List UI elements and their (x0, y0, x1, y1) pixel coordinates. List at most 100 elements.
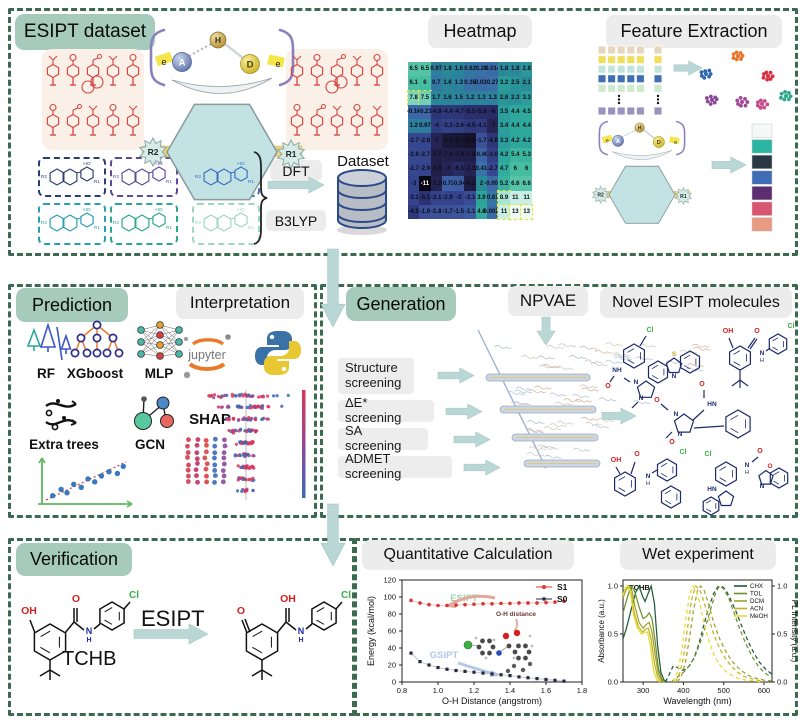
flow-arrow (463, 459, 501, 476)
svg-text:Energy (kcal/mol): Energy (kcal/mol) (366, 596, 376, 666)
svg-text:60: 60 (388, 627, 396, 636)
verification-title: Verification (16, 543, 132, 576)
svg-text:N: N (646, 473, 651, 480)
template-box-2 (110, 157, 178, 197)
scaffold-sketch: HO R2 R1 (41, 207, 100, 232)
template-box-1 (38, 157, 106, 197)
verification-molecule: OH O NH Cl (21, 590, 139, 680)
svg-text:N: N (86, 626, 93, 636)
svg-text:O-H distance: O-H distance (496, 611, 536, 618)
novel-molecules-title: Novel ESIPT molecules (600, 287, 792, 318)
svg-text:Cl: Cl (647, 327, 654, 334)
scaffold-sketch: HO R2 R1 (41, 161, 100, 186)
spectra-chart: 300 400 500 600 0.0 0.0 0.5 0.5 1.0 1.0 Wavelength… (597, 579, 799, 706)
svg-text:N: N (760, 483, 765, 490)
svg-text:e: e (161, 57, 166, 67)
svg-text:O: O (237, 605, 245, 617)
screen-sa: SA screening (338, 423, 428, 453)
svg-text:R2: R2 (195, 174, 201, 180)
svg-text:HO: HO (83, 207, 90, 213)
flow-arrow (711, 156, 747, 174)
svg-text:0: 0 (392, 678, 396, 687)
flow-arrow (437, 367, 475, 384)
svg-text:N: N (634, 379, 639, 386)
section-results (354, 538, 798, 716)
svg-text:R2: R2 (41, 174, 47, 180)
svg-text:O: O (605, 383, 611, 390)
svg-text:H: H (215, 35, 221, 45)
rf-icon (26, 322, 72, 361)
svg-text:HN: HN (707, 401, 717, 408)
svg-text:1.0: 1.0 (608, 582, 618, 591)
svg-text:300: 300 (637, 686, 650, 695)
correlation-heatmap: 6.5 6.5 0.97 1.8 1.6 0.62 0.26 0.014 1.8 1.8 2.8 6.… (407, 62, 534, 221)
svg-text:H: H (760, 358, 764, 364)
svg-text:e: e (674, 140, 677, 146)
svg-text:R2: R2 (113, 174, 119, 180)
model-label-mlp: MLP (144, 366, 174, 381)
svg-text:20: 20 (388, 661, 396, 670)
svg-text:R1: R1 (94, 225, 100, 231)
curly-brace (253, 151, 268, 245)
svg-text:R1: R1 (286, 149, 297, 159)
section-dataset (8, 8, 798, 256)
svg-text:D: D (657, 140, 661, 146)
svg-text:O: O (767, 463, 772, 470)
esipt-core-motif: A H De e R2 R1 (138, 28, 306, 201)
svg-text:R2: R2 (195, 220, 201, 226)
feature-palette (751, 123, 773, 232)
scaffold-sketch: HO R2 R1 (113, 207, 172, 232)
feature-matrix (597, 45, 663, 116)
heatmap-title: Heatmap (428, 15, 532, 48)
svg-text:OH: OH (723, 328, 734, 335)
svg-text:NH: NH (612, 367, 622, 374)
svg-text:TOL: TOL (750, 591, 762, 598)
svg-text:Cl: Cl (680, 449, 687, 456)
svg-text:0.5: 0.5 (608, 630, 618, 639)
svg-text:0.5: 0.5 (777, 630, 787, 639)
svg-text:R2: R2 (41, 220, 47, 226)
feature-extraction-title: Feature Extraction (606, 15, 782, 48)
svg-text:O: O (634, 451, 640, 458)
flow-arrow (267, 176, 325, 194)
svg-text:1.0: 1.0 (777, 582, 787, 591)
svg-text:OH: OH (21, 605, 37, 617)
svg-text:N: N (674, 411, 679, 418)
flow-arrow (133, 623, 209, 645)
generation-funnel (477, 329, 711, 469)
svg-text:O: O (669, 439, 675, 446)
svg-text:R1: R1 (680, 194, 687, 200)
molecule-clusters (699, 50, 793, 110)
wet-experiment-title: Wet experiment (620, 540, 776, 570)
svg-text:S1: S1 (557, 582, 568, 592)
svg-text:1.6: 1.6 (541, 686, 551, 695)
svg-text:R2: R2 (148, 147, 159, 157)
svg-text:1.4: 1.4 (505, 686, 515, 695)
extra-trees-icon (45, 399, 77, 431)
svg-text:1.0: 1.0 (433, 686, 443, 695)
svg-text:1.8: 1.8 (577, 686, 587, 695)
generation-title: Generation (346, 287, 456, 321)
gcn-icon (134, 396, 174, 430)
section-verification (8, 538, 355, 716)
svg-text:A: A (616, 139, 620, 145)
shap-beeswarm (185, 390, 306, 500)
svg-text:1.2: 1.2 (469, 686, 479, 695)
svg-text:O: O (754, 328, 760, 335)
svg-text:R1: R1 (166, 225, 172, 231)
section-generation (320, 284, 798, 518)
flow-arrow (320, 248, 346, 328)
svg-text:HO: HO (83, 161, 90, 167)
svg-text:R1: R1 (94, 179, 100, 185)
svg-text:OH: OH (611, 457, 622, 464)
svg-text:500: 500 (717, 686, 730, 695)
svg-text:Absorbance (a.u.): Absorbance (a.u.) (597, 599, 606, 663)
svg-text:ACN: ACN (750, 606, 763, 613)
svg-text:A: A (179, 58, 186, 69)
scaffold-sketch: HO R2 R1 (113, 161, 172, 186)
svg-text:N: N (678, 431, 683, 438)
substituent-sketches (46, 53, 140, 136)
svg-text:e: e (275, 59, 280, 69)
